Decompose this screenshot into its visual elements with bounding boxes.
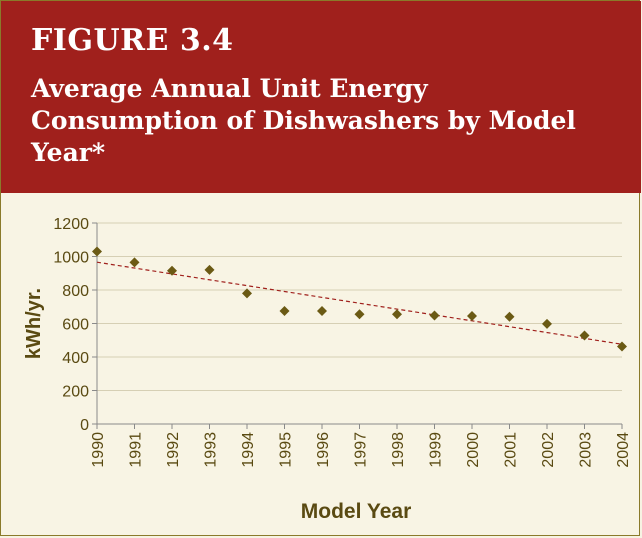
x-tick-label-1995: 1995	[278, 432, 295, 468]
y-tick-label-1200: 1200	[53, 216, 89, 233]
gridlines	[97, 222, 622, 391]
x-tick-label-1992: 1992	[165, 432, 182, 468]
x-tick-label-1998: 1998	[390, 432, 407, 468]
x-tick-label-1999: 1999	[428, 432, 445, 468]
axes	[92, 222, 623, 429]
y-tick-label-800: 800	[62, 283, 89, 300]
data-point-1994	[242, 288, 252, 299]
data-point-1997	[354, 309, 365, 320]
x-tick-label-1991: 1991	[128, 432, 145, 468]
y-tick-label-200: 200	[62, 384, 89, 401]
data-point-1996	[317, 305, 327, 316]
x-tick-label-1996: 1996	[315, 432, 332, 468]
data-point-1998	[392, 309, 402, 320]
y-tick-label-1000: 1000	[53, 250, 89, 267]
x-tick-label-2003: 2003	[578, 432, 595, 468]
x-axis-label: Model Year	[301, 500, 412, 523]
data-point-2004	[617, 341, 627, 352]
x-tick-label-1990: 1990	[90, 432, 107, 468]
x-tick-label-2002: 2002	[540, 432, 557, 468]
data-point-1999	[429, 310, 440, 321]
data-point-2001	[504, 311, 515, 322]
x-tick-label-1993: 1993	[203, 432, 220, 468]
x-tick-label-2004: 2004	[615, 432, 632, 468]
data-point-1990	[92, 246, 102, 257]
data-point-1991	[129, 257, 140, 268]
y-tick-labels: 0 200 400 600 800 1000 1200	[53, 216, 89, 434]
data-point-2003	[579, 330, 590, 341]
figure-header: FIGURE 3.4 Average Annual Unit Energy Co…	[1, 1, 641, 193]
y-tick-label-400: 400	[62, 350, 89, 367]
x-tick-label-1994: 1994	[240, 432, 257, 468]
data-point-2002	[542, 318, 552, 329]
data-point-1995	[279, 305, 290, 316]
trendline-layer	[96, 261, 623, 345]
data-point-2000	[467, 310, 477, 321]
trendline	[96, 261, 623, 345]
x-tick-label-1997: 1997	[353, 432, 370, 468]
data-point-1993	[204, 264, 215, 275]
y-tick-label-0: 0	[80, 417, 89, 434]
x-tick-labels: 1990 1991 1992 1993 1994 1995 1996 1997 1998 1999…	[90, 432, 632, 468]
y-tick-label-600: 600	[62, 317, 89, 334]
data-points	[92, 246, 627, 352]
x-tick-label-2001: 2001	[503, 432, 520, 468]
y-axis-label: kWh/yr.	[23, 288, 45, 359]
x-tick-label-2000: 2000	[465, 432, 482, 468]
figure-title: Average Annual Unit Energy Consumption o…	[31, 74, 576, 167]
figure-label: FIGURE 3.4	[31, 23, 234, 58]
data-point-1992	[167, 265, 177, 276]
